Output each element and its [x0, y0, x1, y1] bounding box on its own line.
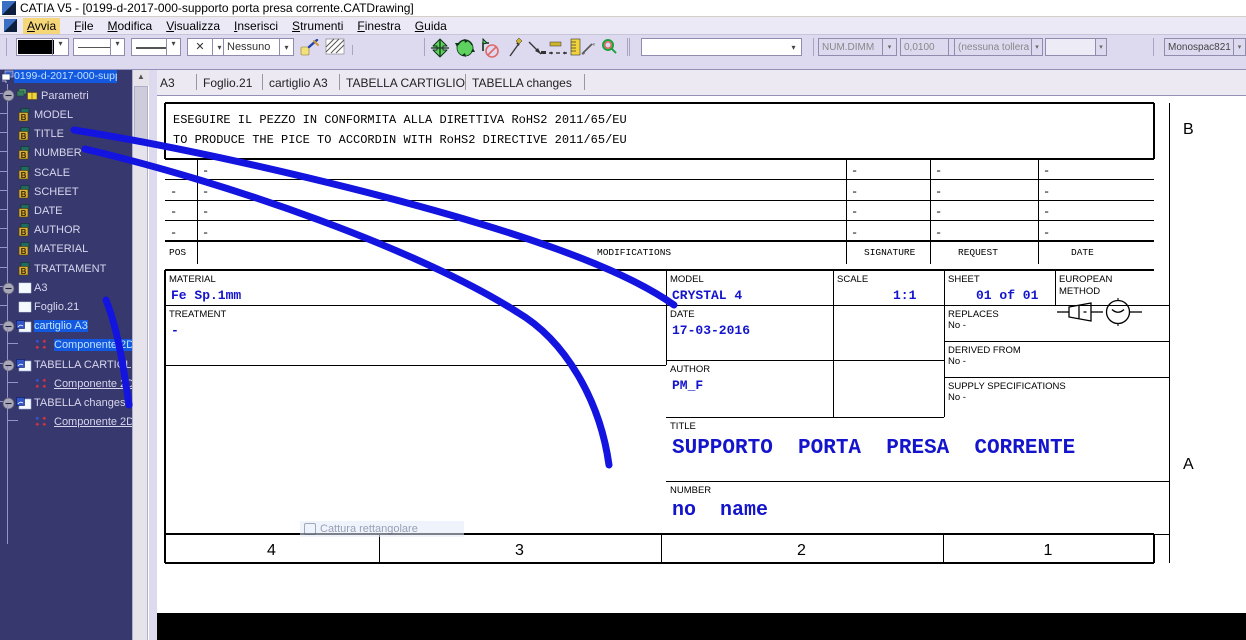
svg-text:B: B — [21, 152, 27, 161]
svg-text:B: B — [21, 228, 27, 237]
svg-text:B: B — [21, 209, 27, 218]
svg-text:B: B — [21, 113, 27, 122]
svg-text:B: B — [21, 132, 27, 141]
svg-text:B: B — [21, 171, 27, 180]
svg-text:B: B — [21, 248, 27, 257]
svg-text:B: B — [21, 267, 27, 276]
svg-text:B: B — [21, 190, 27, 199]
